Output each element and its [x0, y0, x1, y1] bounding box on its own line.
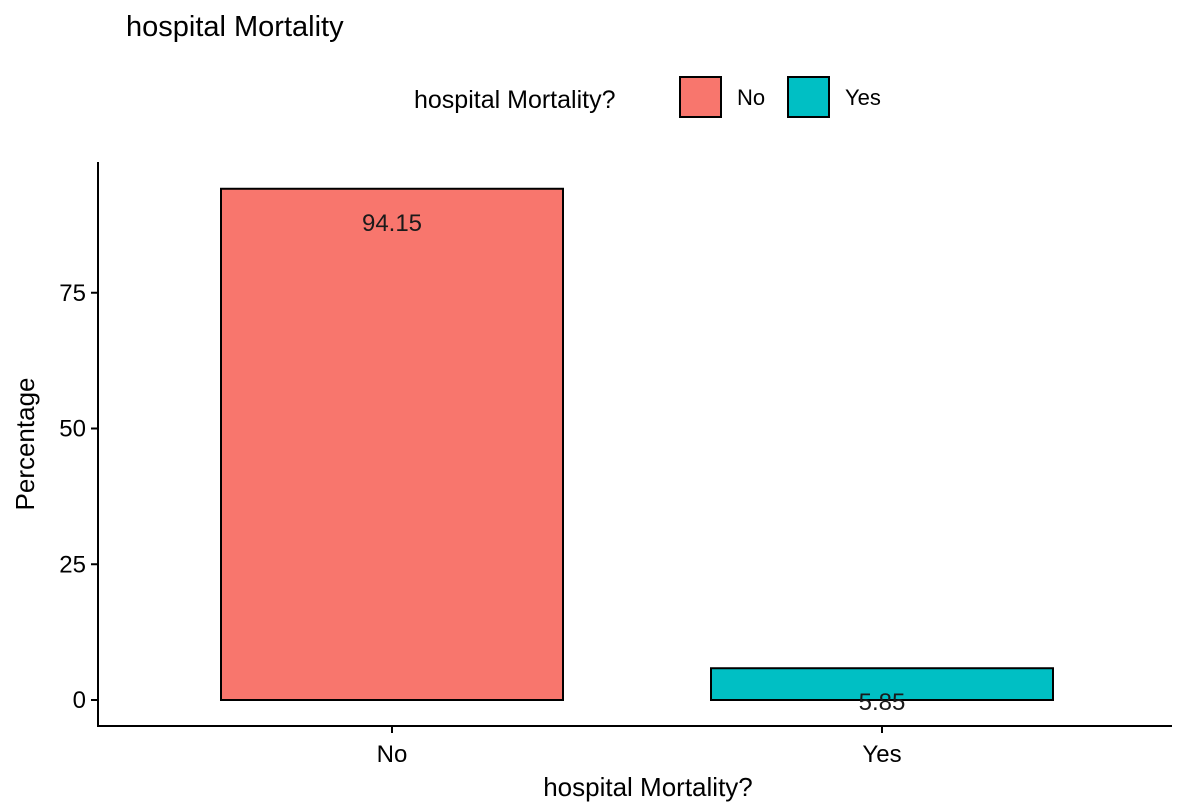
- x-tick-label: Yes: [862, 741, 901, 768]
- legend-key-no: [679, 76, 722, 118]
- legend-key-yes: [787, 76, 830, 118]
- x-ticks: No Yes: [377, 726, 902, 768]
- data-label-yes: 5.85: [859, 689, 906, 716]
- y-ticks: 0 25 50 75: [59, 280, 98, 714]
- legend: hospital Mortality? No Yes: [414, 76, 881, 118]
- chart-title: hospital Mortality: [126, 11, 344, 43]
- bar-yes: [710, 667, 1054, 701]
- x-axis-title: hospital Mortality?: [543, 772, 753, 802]
- y-tick-label: 75: [59, 280, 86, 307]
- legend-title: hospital Mortality?: [414, 86, 615, 114]
- x-tick-label: No: [377, 741, 408, 768]
- data-label-no: 94.15: [362, 210, 422, 237]
- data-labels: 94.15 5.85: [362, 210, 905, 716]
- bar-no: [220, 187, 564, 701]
- bars: [220, 187, 1054, 701]
- y-tick-label: 25: [59, 551, 86, 578]
- y-tick-label: 0: [73, 687, 86, 714]
- y-axis-title: Percentage: [10, 378, 40, 511]
- y-tick-label: 50: [59, 416, 86, 443]
- legend-label-yes: Yes: [845, 85, 881, 110]
- legend-label-no: No: [737, 85, 765, 110]
